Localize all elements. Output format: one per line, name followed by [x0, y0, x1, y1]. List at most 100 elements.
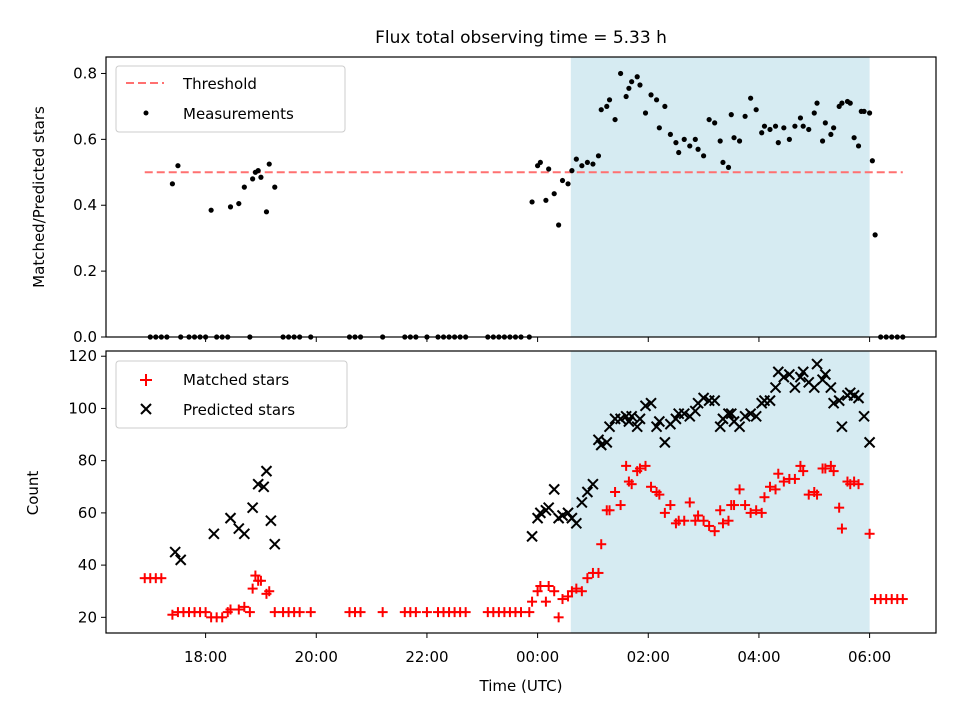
predicted-star-point: [169, 546, 181, 558]
top-legend-box: [115, 65, 346, 133]
matched-star-point: [460, 607, 471, 618]
predicted-star-point: [639, 400, 652, 412]
predicted-star-point: [789, 381, 801, 394]
measurement-point: [606, 97, 613, 103]
measurement-points: [147, 70, 906, 340]
measurement-point: [569, 168, 575, 174]
measurement-point: [861, 108, 867, 114]
matched-star-point: [355, 607, 366, 618]
predicted-star-point: [587, 478, 599, 490]
predicted-star-point: [833, 394, 845, 407]
measurement-point: [851, 135, 857, 141]
measurement-point: [701, 153, 707, 159]
y-tick-label: 60: [78, 504, 97, 522]
measurement-point: [662, 103, 668, 110]
predicted-star-point: [827, 397, 840, 409]
measurement-point: [565, 181, 571, 187]
matched-star-point: [864, 528, 875, 539]
matched-star-point: [773, 468, 784, 479]
legend-predicted-label: Predicted stars: [183, 401, 295, 419]
predicted-star-point: [722, 407, 735, 420]
matched-star-point: [217, 612, 228, 623]
predicted-star-point: [769, 381, 782, 394]
matched-star-point: [557, 594, 568, 605]
measurement-point: [236, 200, 242, 207]
predicted-star-point: [174, 554, 187, 566]
matched-star-point: [798, 466, 809, 477]
x-tick-label: 20:00: [295, 648, 338, 666]
y-tick-label: 80: [78, 452, 97, 470]
measurement-point: [786, 136, 792, 142]
matched-star-point: [244, 607, 255, 618]
predicted-star-point: [542, 501, 555, 514]
matched-star-point: [853, 479, 864, 490]
measurement-point: [653, 97, 660, 103]
measurement-point: [731, 135, 737, 141]
matched-star-point: [646, 481, 657, 492]
predicted-star-point: [714, 421, 726, 433]
predicted-star-point: [739, 410, 751, 422]
matched-star-point: [729, 500, 740, 511]
y-tick-label: 120: [68, 347, 97, 365]
measurement-point: [761, 123, 768, 129]
x-tick-label: 18:00: [184, 648, 227, 666]
chart-title: Flux total observing time = 5.33 h: [375, 28, 667, 48]
predicted-star-point: [819, 368, 832, 381]
predicted-star-point: [852, 392, 865, 404]
measurement-point: [634, 74, 640, 80]
matched-star-point: [543, 581, 554, 591]
matched-star-point: [693, 510, 704, 521]
measurement-point: [529, 199, 535, 205]
measurement-point: [618, 70, 624, 77]
predicted-star-point: [238, 528, 251, 540]
measurement-point: [537, 159, 543, 166]
measurement-point: [872, 232, 878, 238]
y-tick-label: 0.0: [73, 328, 97, 346]
bottom-x-axis-ticks: 18:00 20:00 22:00 00:00 02:00 04:00 06:00: [184, 633, 891, 666]
measurement-point: [828, 131, 834, 138]
measurement-point: [687, 143, 693, 149]
x-tick-label: 00:00: [516, 648, 559, 666]
x-tick-label: 22:00: [405, 648, 448, 666]
measurement-point: [759, 130, 765, 136]
predicted-star-point: [689, 405, 702, 417]
matched-star-point: [615, 500, 626, 511]
matched-star-point: [836, 523, 847, 534]
matched-star-point: [828, 466, 839, 477]
measurement-point: [814, 100, 820, 106]
matched-star-point: [723, 515, 734, 526]
y-tick-label: 0.8: [73, 64, 97, 82]
top-panel: 0.00.20.40.60.8 Matched/Predicted stars …: [30, 56, 937, 346]
matched-star-point: [593, 567, 604, 578]
matched-star-point: [715, 505, 726, 516]
matched-star-point: [820, 463, 831, 474]
measurement-point: [811, 110, 817, 116]
matched-star-point: [571, 583, 582, 594]
top-y-axis-label: Matched/Predicted stars: [30, 106, 48, 288]
matched-star-point: [897, 594, 908, 605]
matched-star-point: [524, 607, 535, 618]
matched-star-point: [540, 596, 551, 607]
predicted-star-point: [556, 509, 569, 522]
matched-star-point: [778, 476, 789, 487]
measurement-point: [797, 115, 804, 121]
predicted-star-point: [797, 366, 809, 378]
bottom-y-axis-ticks: 20 40 60 80 100 120: [68, 347, 106, 626]
x-tick-label: 04:00: [737, 648, 780, 666]
matched-star-point: [770, 484, 781, 495]
matched-star-point: [789, 473, 800, 484]
predicted-star-point: [576, 496, 588, 509]
legend-matched-swatch: [140, 374, 152, 386]
measurement-point: [867, 110, 873, 116]
x-axis-label: Time (UTC): [479, 677, 563, 695]
measurement-point: [725, 164, 732, 170]
legend-predicted-swatch: [140, 403, 152, 415]
predicted-star-point: [659, 436, 671, 449]
predicted-star-point: [246, 501, 259, 514]
measurement-point: [266, 161, 272, 167]
predicted-star-point: [836, 421, 848, 433]
measurement-point: [695, 146, 701, 152]
measurement-point: [241, 184, 247, 190]
matched-star-point: [621, 460, 632, 471]
matched-star-point: [377, 607, 388, 618]
